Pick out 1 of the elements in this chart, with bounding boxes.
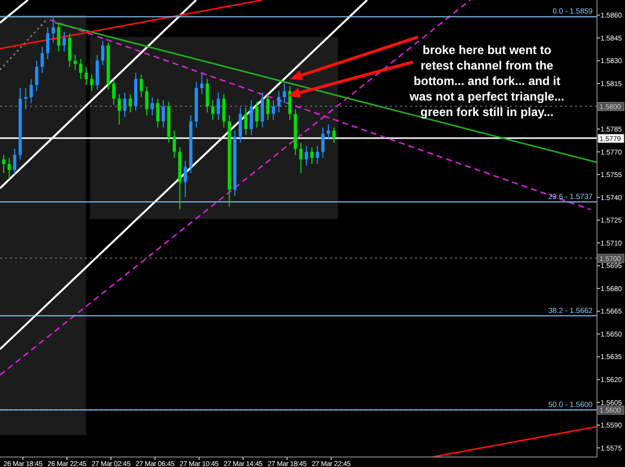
annotation: broke here but went to retest channel from the bottom... and fork... and it was not a perfect triangle... green fork still in play... bbox=[408, 43, 564, 119]
